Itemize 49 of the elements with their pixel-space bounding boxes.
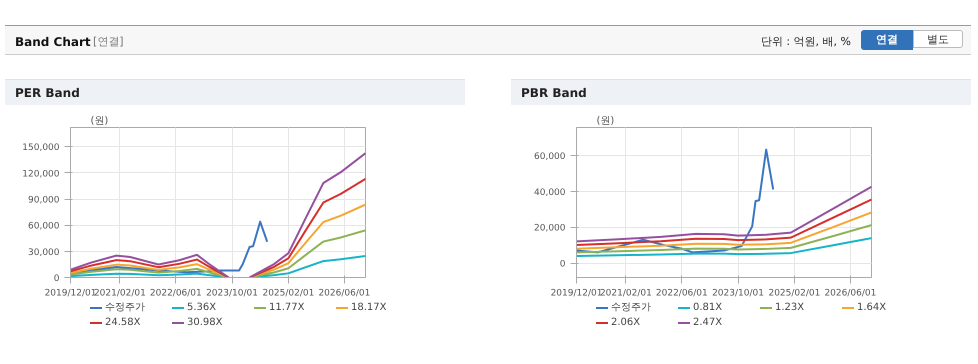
y-tick-label: 30,000 <box>28 248 60 258</box>
legend-label: 2.47X <box>693 316 722 328</box>
text: [연결] <box>93 34 124 50</box>
line-series <box>576 237 872 257</box>
line-series <box>576 198 872 246</box>
x-tick-label: 2021/02/01 <box>600 288 652 298</box>
legend-label: 0.81X <box>693 302 722 313</box>
legend-label: 2.06X <box>611 316 640 328</box>
text: Band Chart <box>15 34 91 51</box>
y-axis-title: (원) <box>90 116 108 126</box>
x-tick-label: 2021/02/01 <box>94 288 146 298</box>
y-tick-label: 60,000 <box>534 152 566 162</box>
text: 별도 <box>913 30 963 48</box>
legend-label: 30.98X <box>187 316 222 328</box>
y-axis-title: (원) <box>596 116 614 126</box>
legend-label: 수정주가 <box>105 302 145 313</box>
x-tick-label: 2025/02/01 <box>262 288 314 298</box>
y-tick-label: 40,000 <box>534 188 566 198</box>
x-tick-label: 2026/06/01 <box>824 288 876 298</box>
y-tick-label: 20,000 <box>534 224 566 234</box>
legend-label: 수정주가 <box>611 302 651 313</box>
y-tick-label: 60,000 <box>28 222 60 232</box>
x-tick-label: 2022/06/01 <box>656 288 708 298</box>
y-tick-label: 150,000 <box>22 143 60 154</box>
y-tick-label: 90,000 <box>28 196 60 206</box>
y-tick-label: 120,000 <box>22 169 60 180</box>
line-series <box>576 148 774 254</box>
x-tick-label: 2026/06/01 <box>318 288 370 298</box>
legend-label: 18.17X <box>351 302 386 313</box>
legend-label: 5.36X <box>187 302 216 313</box>
line-series <box>576 186 872 242</box>
x-tick-label: 2023/10/01 <box>206 288 258 298</box>
legend-label: 1.64X <box>857 302 886 313</box>
x-tick-label: 2019/12/01 <box>550 288 602 298</box>
text: 연결 <box>861 30 913 50</box>
chart-title: PBR Band <box>511 79 971 105</box>
legend-label: 1.23X <box>775 302 804 313</box>
line-series <box>576 224 872 254</box>
line-series <box>576 211 872 250</box>
chart-title: PER Band <box>5 79 465 105</box>
text: 단위 : 억원, 배, % <box>760 34 851 50</box>
x-tick-label: 2025/02/01 <box>768 288 820 298</box>
y-tick-label: 0 <box>560 260 566 270</box>
x-tick-label: 2023/10/01 <box>712 288 764 298</box>
x-tick-label: 2022/06/01 <box>150 288 202 298</box>
y-tick-label: 0 <box>54 274 60 284</box>
legend-label: 11.77X <box>269 302 304 313</box>
legend-label: 24.58X <box>105 316 140 328</box>
x-tick-label: 2019/12/01 <box>44 288 96 298</box>
